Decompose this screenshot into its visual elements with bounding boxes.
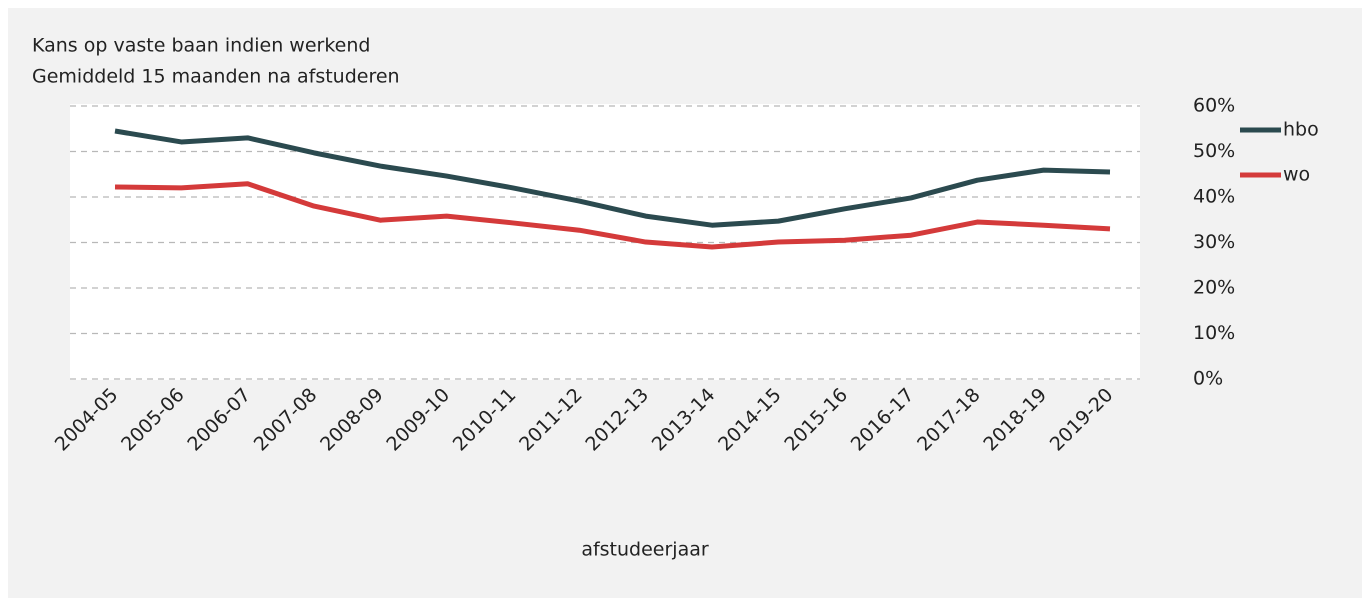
legend-label: wo xyxy=(1283,164,1310,186)
chart-title: Kans op vaste baan indien werkend xyxy=(32,35,370,57)
y-tick-label: 40% xyxy=(1193,186,1235,208)
line-series xyxy=(114,128,1111,228)
plot-area xyxy=(70,104,1140,380)
chart-subtitle: Gemiddeld 15 maanden na afstuderen xyxy=(32,66,400,88)
y-tick-label: 20% xyxy=(1193,277,1235,299)
y-tick-label: 60% xyxy=(1193,95,1235,117)
y-tick-label: 30% xyxy=(1193,231,1235,253)
x-axis-label: afstudeerjaar xyxy=(581,539,709,561)
y-tick-label: 50% xyxy=(1193,140,1235,162)
y-tick-label: 0% xyxy=(1193,368,1223,390)
y-tick-label: 10% xyxy=(1193,322,1235,344)
line-series xyxy=(114,181,1111,250)
legend-label: hbo xyxy=(1283,119,1319,141)
